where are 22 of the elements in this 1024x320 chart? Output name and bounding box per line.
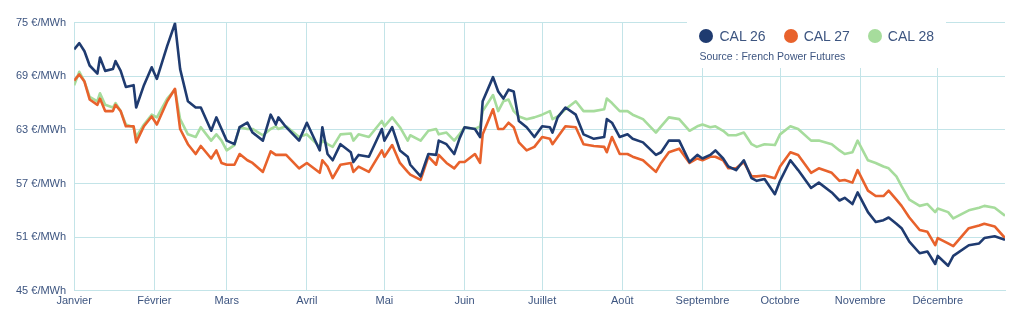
y-tick-label: 51 €/MWh	[15, 230, 67, 243]
legend-label: CAL 27	[803, 28, 850, 44]
y-tick-label: 63 €/MWh	[15, 122, 67, 135]
x-tick-label: Avril	[296, 294, 318, 307]
y-tick-label: 69 €/MWh	[15, 69, 67, 82]
x-tick-label: Octobre	[760, 294, 800, 307]
y-tick-label: 57 €/MWh	[15, 176, 67, 189]
x-tick-label: Mars	[214, 294, 240, 307]
legend-label: CAL 28	[887, 28, 934, 44]
y-tick-label: 75 €/MWh	[15, 15, 67, 28]
x-tick-label: Novembre	[834, 294, 886, 307]
x-tick-label: Août	[610, 294, 634, 307]
x-tick-label: Juillet	[528, 294, 557, 307]
legend-label: CAL 26	[719, 28, 766, 44]
x-tick-label: Septembre	[675, 294, 730, 307]
x-tick-label: Février	[137, 294, 172, 307]
x-tick-label: Janvier	[56, 294, 93, 307]
x-tick-label: Mai	[375, 294, 394, 307]
y-tick-label: 45 €/MWh	[15, 283, 67, 296]
x-tick-label: Juin	[454, 294, 475, 307]
annotation: Source : French Power Futures	[699, 50, 847, 62]
x-tick-label: Décembre	[912, 294, 964, 307]
